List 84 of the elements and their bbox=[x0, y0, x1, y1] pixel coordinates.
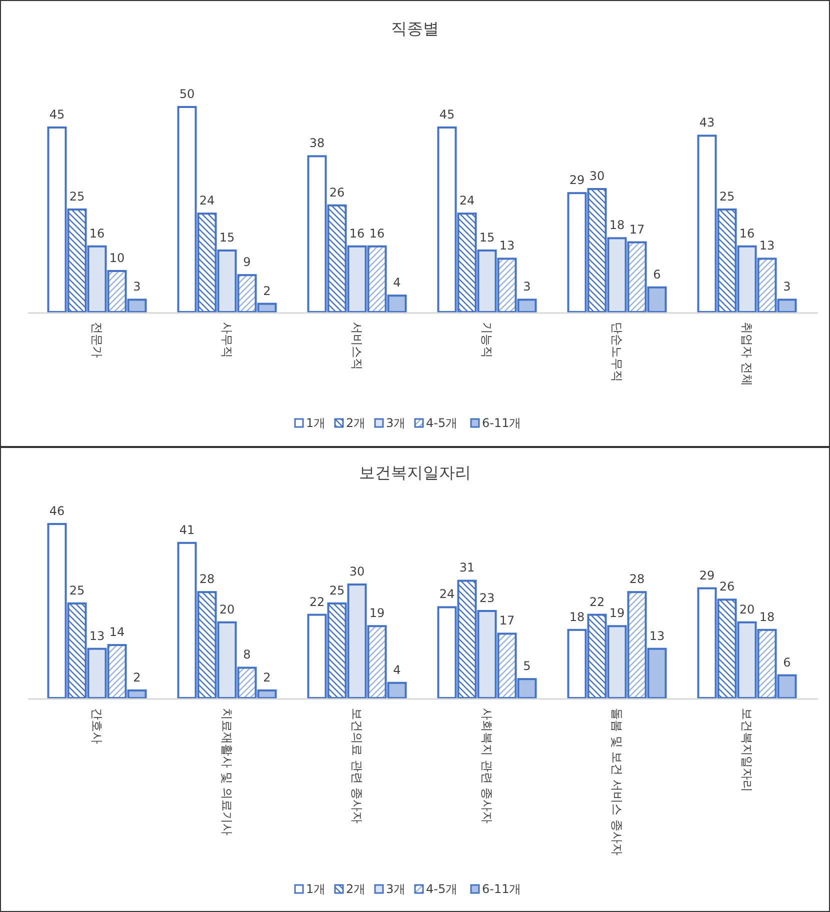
data-label: 25 bbox=[329, 583, 345, 598]
data-label: 23 bbox=[479, 591, 495, 605]
data-label: 31 bbox=[459, 560, 475, 575]
data-label: 18 bbox=[609, 218, 625, 232]
x-tick-label: 보건의료 관련 종사자 bbox=[350, 708, 364, 824]
x-tick-label: 간호사 bbox=[90, 708, 104, 744]
data-label: 2 bbox=[263, 670, 271, 684]
data-label: 30 bbox=[349, 564, 365, 579]
data-label: 13 bbox=[89, 628, 105, 643]
data-label: 17 bbox=[629, 222, 645, 236]
data-label: 18 bbox=[569, 610, 585, 624]
data-label: 2 bbox=[133, 670, 141, 684]
data-label: 50 bbox=[179, 87, 195, 101]
x-tick-label: 사회복지 관련 종사자 bbox=[480, 708, 494, 824]
data-label: 45 bbox=[49, 108, 65, 122]
data-label: 16 bbox=[349, 226, 365, 240]
data-label: 43 bbox=[699, 116, 715, 130]
data-label: 4 bbox=[393, 662, 401, 677]
legend-label: 6-11개 bbox=[482, 882, 522, 896]
x-tick-label: 돌봄 및 보건 서비스 종사자 bbox=[610, 708, 624, 856]
data-label: 2 bbox=[263, 284, 271, 298]
x-tick-label: 기능직 bbox=[480, 322, 494, 358]
x-tick-label: 전문가 bbox=[90, 322, 104, 358]
data-label: 28 bbox=[629, 572, 645, 586]
data-label: 18 bbox=[759, 610, 775, 624]
data-label: 16 bbox=[369, 226, 385, 240]
x-tick-label: 서비스직 bbox=[350, 322, 364, 370]
data-label: 25 bbox=[69, 190, 85, 204]
x-tick-label: 단순노무직 bbox=[610, 322, 624, 382]
data-label: 22 bbox=[589, 594, 605, 609]
data-label: 3 bbox=[133, 280, 141, 294]
data-label: 16 bbox=[89, 226, 105, 240]
legend-label: 3개 bbox=[386, 416, 406, 430]
data-label: 25 bbox=[719, 190, 735, 204]
legend-label: 2개 bbox=[346, 416, 366, 430]
legend-label: 4-5개 bbox=[426, 882, 458, 896]
data-label: 15 bbox=[479, 230, 495, 244]
data-label: 5 bbox=[523, 659, 531, 674]
data-label: 20 bbox=[739, 602, 755, 616]
legend-label: 1개 bbox=[306, 416, 326, 430]
x-tick-label: 취업자 전체 bbox=[740, 322, 754, 386]
legend-label: 4-5개 bbox=[426, 416, 458, 430]
x-tick-label: 사무직 bbox=[220, 322, 234, 358]
data-label: 25 bbox=[69, 583, 85, 598]
legend-label: 2개 bbox=[346, 882, 366, 896]
data-label: 8 bbox=[243, 648, 251, 662]
data-label: 24 bbox=[439, 587, 455, 602]
data-label: 28 bbox=[199, 572, 215, 586]
data-label: 24 bbox=[199, 194, 215, 208]
legend-label: 3개 bbox=[386, 882, 406, 896]
data-label: 24 bbox=[459, 194, 475, 208]
data-label: 13 bbox=[499, 238, 515, 253]
data-label: 17 bbox=[499, 614, 515, 628]
data-label: 41 bbox=[179, 522, 195, 537]
data-label: 26 bbox=[719, 580, 735, 594]
data-label: 22 bbox=[309, 594, 325, 609]
data-label: 20 bbox=[219, 602, 235, 616]
data-label: 3 bbox=[523, 280, 531, 294]
chart-title: 직종별 bbox=[391, 19, 439, 38]
data-label: 10 bbox=[109, 251, 125, 265]
data-label: 3 bbox=[783, 280, 791, 294]
data-label: 13 bbox=[649, 628, 665, 643]
data-label: 4 bbox=[393, 276, 401, 290]
data-label: 19 bbox=[369, 606, 385, 620]
x-tick-label: 보건복지일자리 bbox=[740, 708, 754, 792]
data-label: 45 bbox=[439, 108, 455, 122]
data-label: 9 bbox=[243, 255, 251, 270]
data-label: 30 bbox=[589, 169, 605, 183]
chart-title: 보건복지일자리 bbox=[359, 463, 471, 482]
x-tick-label: 치료재활사 및 의료기사 bbox=[220, 708, 234, 836]
data-label: 26 bbox=[329, 185, 345, 200]
legend-label: 6-11개 bbox=[482, 416, 522, 430]
data-label: 19 bbox=[609, 606, 625, 620]
data-label: 15 bbox=[219, 230, 235, 244]
data-label: 38 bbox=[309, 136, 325, 150]
data-label: 6 bbox=[783, 655, 791, 670]
data-label: 46 bbox=[49, 504, 65, 518]
data-label: 16 bbox=[739, 226, 755, 240]
data-label: 29 bbox=[569, 173, 585, 188]
data-label: 6 bbox=[653, 267, 661, 282]
data-label: 14 bbox=[109, 625, 125, 640]
data-label: 13 bbox=[759, 238, 775, 253]
data-label: 29 bbox=[699, 568, 715, 582]
legend-label: 1개 bbox=[306, 882, 326, 896]
